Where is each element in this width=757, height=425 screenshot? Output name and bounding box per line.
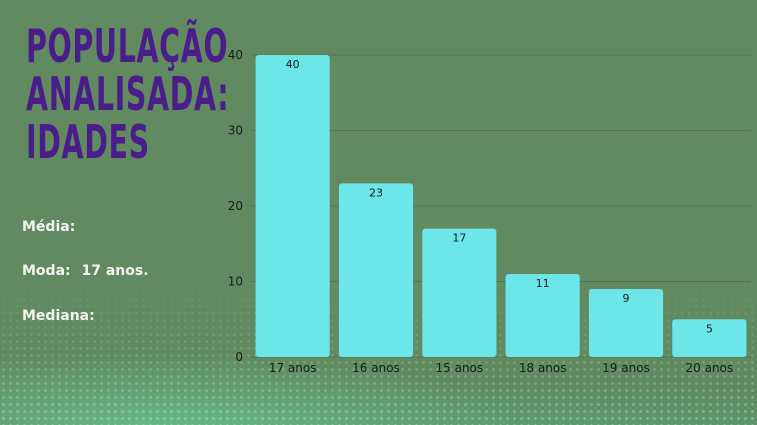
data-label: 9 [623,292,630,305]
stat-mediana: Mediana: [22,308,95,324]
y-tick-label: 40 [228,48,243,62]
data-label: 40 [286,58,300,71]
x-tick-label: 20 anos [686,361,734,375]
bar [422,228,497,357]
bar [505,273,580,357]
y-tick-label: 30 [228,124,243,138]
title-line-3: Idades [26,115,150,169]
x-tick-label: 17 anos [269,361,317,375]
data-label: 23 [369,186,383,199]
bar [588,289,664,357]
x-tick-label: 18 anos [519,361,567,375]
data-label: 17 [452,232,466,245]
bar [338,183,414,357]
x-tick-label: 16 anos [352,361,400,375]
x-tick-label: 15 anos [436,361,484,375]
x-tick-label: 19 anos [602,361,650,375]
y-tick-label: 10 [228,275,243,289]
y-tick-label: 0 [235,350,243,364]
data-label: 5 [706,322,713,335]
stat-media-label: Média: [22,219,76,235]
stat-moda: Moda: 17 anos. [22,263,149,279]
y-tick-label: 20 [228,199,243,213]
data-label: 11 [536,277,550,290]
bar [255,55,330,357]
stat-media: Média: [22,219,75,235]
stat-mediana-label: Mediana: [22,308,95,324]
bar [672,319,747,357]
stat-moda-label: Moda: [22,263,71,279]
stat-moda-value: 17 anos. [81,263,149,279]
